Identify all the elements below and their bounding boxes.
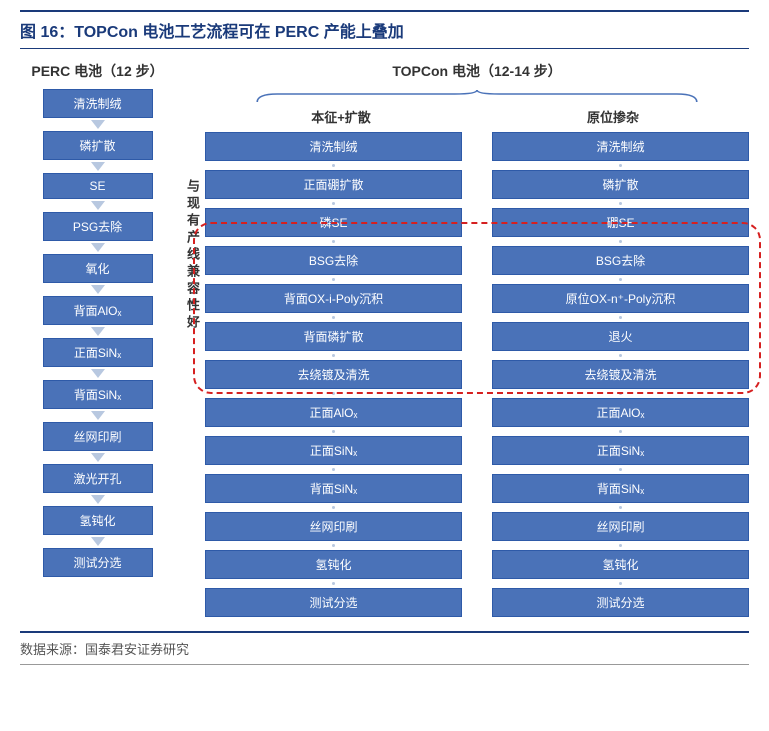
topcon-column: TOPCon 电池（12-14 步） 本征+扩散 原位掺杂 与现有产线兼容性好 … — [205, 61, 749, 617]
connector-dot — [619, 430, 622, 433]
connector-dot — [332, 468, 335, 471]
connector-dot — [332, 164, 335, 167]
arrow-icon — [91, 369, 105, 378]
arrow-icon — [91, 453, 105, 462]
connector-dot — [619, 392, 622, 395]
curly-bracket — [255, 89, 699, 103]
perc-column: PERC 电池（12 步） 清洗制绒磷扩散 SE PSG去除氧化背面AlOₓ 正面Si… — [20, 61, 175, 617]
process-step: 丝网印刷 — [492, 512, 749, 541]
process-step: 氢钝化 — [43, 506, 153, 535]
process-step: 测试分选 — [492, 588, 749, 617]
process-step: 正面AlOₓ — [205, 398, 462, 427]
figure-title: 图 16：TOPCon 电池工艺流程可在 PERC 产能上叠加 — [20, 18, 749, 42]
process-step: 磷扩散 — [43, 131, 153, 160]
side-annotation: 与现有产线兼容性好 — [183, 179, 202, 332]
arrow-icon — [91, 327, 105, 336]
connector-dot — [332, 544, 335, 547]
connector-dot — [332, 506, 335, 509]
connector-dot — [619, 544, 622, 547]
connector-dot — [332, 392, 335, 395]
connector-dot — [332, 430, 335, 433]
process-step: 去绕镀及清洗 — [205, 360, 462, 389]
sub-header-right: 原位掺杂 — [477, 107, 749, 126]
connector-dot — [619, 582, 622, 585]
process-step: 测试分选 — [205, 588, 462, 617]
arrow-icon — [91, 411, 105, 420]
process-step: 背面磷扩散 — [205, 322, 462, 351]
process-step: 背面SiNₓ — [205, 474, 462, 503]
arrow-icon — [91, 201, 105, 210]
process-step: BSG去除 — [205, 246, 462, 275]
process-step: 清洗制绒 — [492, 132, 749, 161]
diagram-columns: PERC 电池（12 步） 清洗制绒磷扩散SEPSG去除氧化背面AlOₓ正面Si… — [20, 61, 749, 617]
perc-header: PERC 电池（12 步） — [20, 61, 175, 81]
sub-header-left: 本征+扩散 — [205, 107, 477, 126]
connector-dot — [332, 240, 335, 243]
connector-dot — [332, 202, 335, 205]
process-step: 退火 — [492, 322, 749, 351]
process-step: 磷SE — [205, 208, 462, 237]
process-step: 背面OX-i-Poly沉积 — [205, 284, 462, 313]
process-step: BSG去除 — [492, 246, 749, 275]
connector-dot — [619, 240, 622, 243]
process-step: 激光开孔 — [43, 464, 153, 493]
arrow-icon — [91, 162, 105, 171]
process-step: 磷扩散 — [492, 170, 749, 199]
process-step: 丝网印刷 — [43, 422, 153, 451]
process-step: 清洗制绒 — [43, 89, 153, 118]
connector-dot — [619, 506, 622, 509]
process-step: 去绕镀及清洗 — [492, 360, 749, 389]
connector-dot — [619, 164, 622, 167]
topcon-flows: 清洗制绒正面硼扩散磷SE BSG去除背面OX-i-Poly沉积背面磷扩散去绕镀及清… — [205, 132, 749, 617]
process-step: 正面硼扩散 — [205, 170, 462, 199]
connector-dot — [619, 354, 622, 357]
connector-dot — [332, 582, 335, 585]
process-step: 正面SiNₓ — [492, 436, 749, 465]
process-step: 硼SE — [492, 208, 749, 237]
process-step: 测试分选 — [43, 548, 153, 577]
process-step: 正面AlOₓ — [492, 398, 749, 427]
connector-dot — [332, 278, 335, 281]
process-step: SE — [43, 173, 153, 199]
topcon-header: TOPCon 电池（12-14 步） — [205, 61, 749, 81]
figure-title-bar: 图 16：TOPCon 电池工艺流程可在 PERC 产能上叠加 — [20, 10, 749, 49]
connector-dot — [332, 354, 335, 357]
connector-dot — [619, 468, 622, 471]
connector-dot — [619, 278, 622, 281]
process-step: PSG去除 — [43, 212, 153, 241]
connector-dot — [332, 316, 335, 319]
arrow-icon — [91, 120, 105, 129]
process-step: 背面SiNₓ — [492, 474, 749, 503]
process-step: 氢钝化 — [205, 550, 462, 579]
process-step: 氢钝化 — [492, 550, 749, 579]
bracket-wrap: 本征+扩散 原位掺杂 — [205, 89, 749, 126]
process-step: 正面SiNₓ — [43, 338, 153, 367]
process-step: 氧化 — [43, 254, 153, 283]
process-step: 正面SiNₓ — [205, 436, 462, 465]
sub-headers: 本征+扩散 原位掺杂 — [205, 107, 749, 126]
arrow-icon — [91, 285, 105, 294]
source-footer: 数据来源：国泰君安证券研究 — [20, 631, 749, 665]
process-step: 丝网印刷 — [205, 512, 462, 541]
process-step: 清洗制绒 — [205, 132, 462, 161]
connector-dot — [619, 316, 622, 319]
connector-dot — [619, 202, 622, 205]
process-step: 背面SiNₓ — [43, 380, 153, 409]
process-step: 背面AlOₓ — [43, 296, 153, 325]
perc-flow: 清洗制绒磷扩散 SE PSG去除氧化背面AlOₓ 正面SiNₓ 背面SiNₓ 丝网印刷激光… — [20, 89, 175, 577]
process-step: 原位OX-n⁺-Poly沉积 — [492, 284, 749, 313]
topcon-right-flow: 清洗制绒磷扩散硼SE BSG去除原位OX-n⁺-Poly沉积退火去绕镀及清洗正面A… — [492, 132, 749, 617]
arrow-icon — [91, 243, 105, 252]
topcon-left-flow: 清洗制绒正面硼扩散磷SE BSG去除背面OX-i-Poly沉积背面磷扩散去绕镀及清… — [205, 132, 462, 617]
arrow-icon — [91, 537, 105, 546]
arrow-icon — [91, 495, 105, 504]
